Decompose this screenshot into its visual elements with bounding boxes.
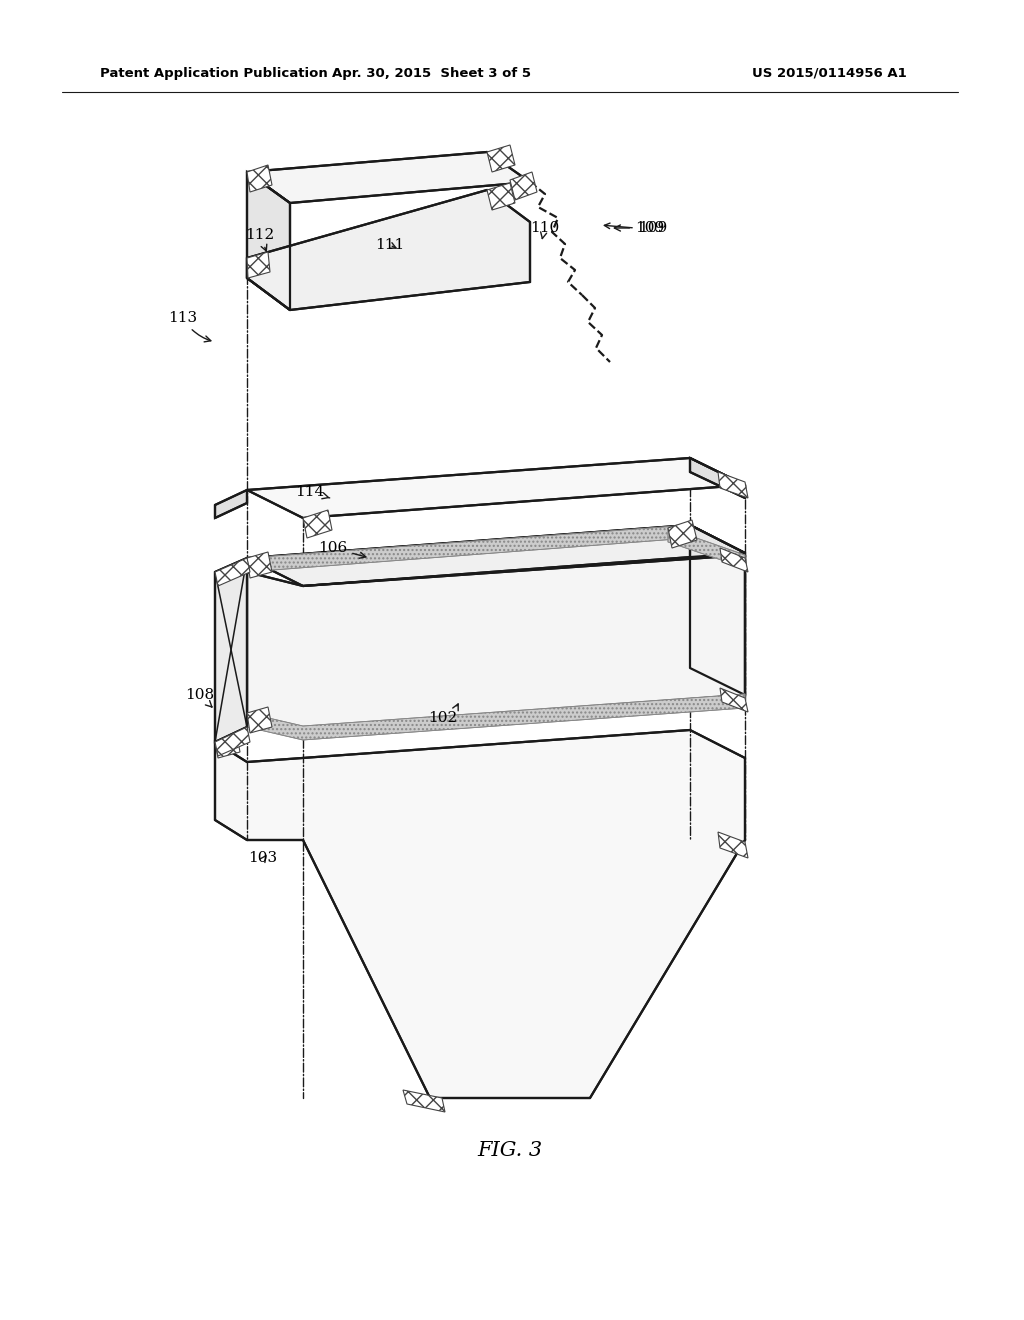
Polygon shape: [215, 730, 745, 1098]
Polygon shape: [403, 1090, 445, 1111]
Text: FIG. 3: FIG. 3: [477, 1140, 543, 1159]
Polygon shape: [247, 525, 690, 572]
Polygon shape: [215, 558, 247, 742]
Polygon shape: [247, 152, 530, 203]
Polygon shape: [718, 473, 748, 498]
Text: 113: 113: [168, 312, 211, 342]
Polygon shape: [510, 172, 537, 201]
Polygon shape: [215, 727, 250, 756]
Polygon shape: [247, 552, 272, 578]
Polygon shape: [247, 694, 745, 741]
Polygon shape: [215, 737, 240, 758]
Polygon shape: [247, 708, 272, 733]
Text: 106: 106: [318, 541, 366, 558]
Polygon shape: [247, 458, 745, 517]
Text: 110: 110: [530, 220, 559, 239]
Polygon shape: [215, 490, 247, 517]
Polygon shape: [668, 528, 745, 568]
Text: 114: 114: [295, 484, 330, 499]
Polygon shape: [247, 252, 270, 279]
Text: 102: 102: [428, 704, 458, 725]
Text: US 2015/0114956 A1: US 2015/0114956 A1: [752, 66, 906, 79]
Polygon shape: [720, 688, 748, 711]
Polygon shape: [247, 190, 530, 310]
Polygon shape: [247, 525, 745, 586]
Text: 109: 109: [614, 220, 665, 235]
Polygon shape: [718, 832, 748, 858]
Text: 108: 108: [185, 688, 214, 708]
Text: 112: 112: [245, 228, 274, 251]
Polygon shape: [720, 548, 748, 572]
Polygon shape: [215, 558, 250, 586]
Polygon shape: [303, 510, 332, 539]
Polygon shape: [690, 458, 745, 498]
Polygon shape: [668, 520, 697, 548]
Polygon shape: [247, 554, 745, 729]
Text: 109: 109: [638, 220, 668, 235]
Polygon shape: [247, 165, 272, 191]
Polygon shape: [487, 145, 515, 172]
Polygon shape: [690, 525, 745, 696]
Text: 103: 103: [248, 851, 278, 865]
Text: 111: 111: [375, 238, 404, 252]
Text: Patent Application Publication: Patent Application Publication: [100, 66, 328, 79]
Text: Apr. 30, 2015  Sheet 3 of 5: Apr. 30, 2015 Sheet 3 of 5: [333, 66, 531, 79]
Polygon shape: [247, 172, 290, 310]
Polygon shape: [487, 183, 515, 210]
